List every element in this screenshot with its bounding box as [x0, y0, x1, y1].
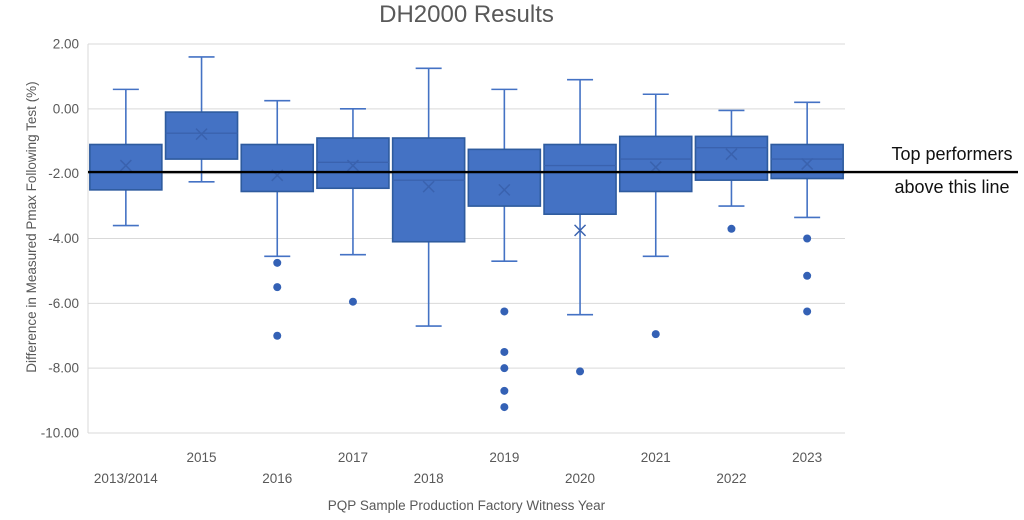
x-tick-label: 2017 [338, 450, 368, 465]
chart-title: DH2000 Results [379, 1, 554, 28]
x-tick-label: 2013/2014 [94, 471, 158, 486]
x-tick-label: 2018 [414, 471, 444, 486]
y-tick-label: -10.00 [41, 426, 79, 441]
y-tick-label: -2.00 [48, 166, 79, 181]
box-2016 [240, 143, 315, 193]
x-tick-label: 2015 [187, 450, 217, 465]
box-2023 [770, 143, 844, 180]
outlier-dot [576, 367, 585, 376]
mean-marker [422, 180, 435, 193]
outlier-dot [803, 271, 812, 280]
box-2013/2014 [89, 143, 163, 191]
y-tick-label: -4.00 [48, 231, 79, 246]
outlier-dot [348, 297, 357, 306]
x-tick-label: 2019 [489, 450, 519, 465]
mean-marker [195, 128, 208, 141]
y-axis-title: Difference in Measured Pmax Following Te… [24, 81, 39, 373]
outlier-dot [651, 330, 660, 339]
box-2022 [694, 135, 769, 181]
mean-marker [725, 148, 738, 161]
y-tick-label: -6.00 [48, 296, 79, 311]
outlier-dot [500, 364, 509, 373]
outlier-dot [273, 258, 282, 267]
mean-marker [801, 157, 814, 170]
box-2020 [543, 143, 617, 215]
box-2019 [467, 148, 542, 207]
box-2015 [164, 111, 239, 160]
box-2018 [391, 137, 466, 243]
outlier-dot [500, 403, 509, 412]
outlier-dot [727, 224, 736, 233]
outlier-dot [500, 347, 509, 356]
mean-marker [574, 224, 587, 237]
y-tick-label: 0.00 [53, 101, 79, 116]
y-tick-label: -8.00 [48, 361, 79, 376]
box-2017 [316, 137, 390, 190]
x-tick-label: 2020 [565, 471, 595, 486]
outlier-dot [273, 331, 282, 340]
outlier-dot [500, 307, 509, 316]
reference-line-label-top: Top performers [891, 144, 1013, 164]
box-2021 [618, 135, 693, 193]
x-tick-label: 2021 [641, 450, 671, 465]
outlier-dot [273, 283, 282, 292]
x-tick-label: 2023 [792, 450, 822, 465]
x-tick-label: 2022 [716, 471, 746, 486]
reference-line-label-bottom: above this line [894, 177, 1010, 197]
y-tick-label: 2.00 [53, 37, 79, 52]
outlier-dot [803, 234, 812, 243]
mean-marker [119, 159, 132, 172]
mean-marker [498, 183, 511, 196]
outlier-dot [803, 307, 812, 316]
x-tick-label: 2016 [262, 471, 292, 486]
outlier-dot [500, 386, 509, 395]
mean-marker [346, 159, 359, 172]
x-axis-title: PQP Sample Production Factory Witness Ye… [327, 498, 606, 513]
